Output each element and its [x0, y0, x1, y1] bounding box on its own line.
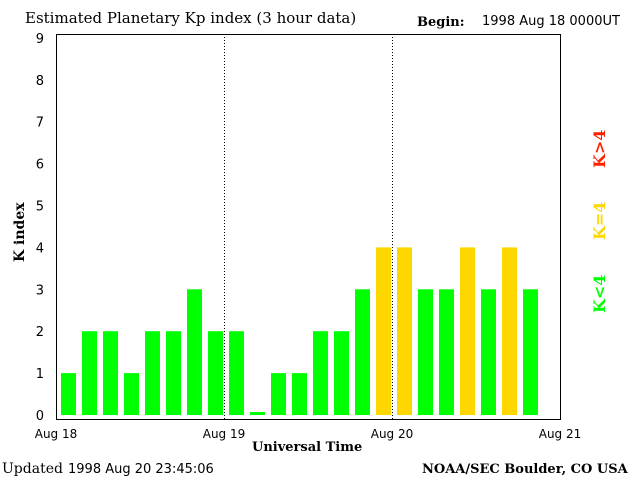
bar-2	[103, 331, 118, 415]
x-tick-label: Aug 21	[539, 427, 582, 441]
legend-k-greater-4: K>4	[590, 129, 609, 168]
bar-17	[418, 289, 433, 415]
x-tick-label: Aug 18	[35, 427, 78, 441]
bar-22	[523, 289, 538, 415]
bar-7	[208, 331, 223, 415]
y-tick-label: 4	[36, 241, 44, 256]
y-tick-label: 3	[36, 283, 44, 298]
bar-18	[439, 289, 454, 415]
updated-value: 1998 Aug 20 23:45:06	[68, 462, 214, 477]
bar-3	[124, 373, 139, 415]
bar-6	[187, 289, 202, 415]
bar-14	[355, 289, 370, 415]
bar-8	[229, 331, 244, 415]
bar-5	[166, 331, 181, 415]
source-credit: NOAA/SEC Boulder, CO USA	[422, 462, 628, 477]
bar-11	[292, 373, 307, 415]
y-axis-label: K index	[12, 202, 28, 262]
bar-0	[61, 373, 76, 415]
bar-9	[250, 412, 265, 415]
y-tick-label: 7	[36, 116, 44, 131]
y-tick-label: 6	[36, 158, 44, 173]
y-tick-label: 0	[36, 409, 44, 424]
bar-10	[271, 373, 286, 415]
y-tick-label: 1	[36, 367, 44, 382]
x-tick-label: Aug 20	[371, 427, 414, 441]
y-tick-label: 8	[36, 74, 44, 89]
bar-1	[82, 331, 97, 415]
x-tick-label: Aug 19	[203, 427, 246, 441]
bar-15	[376, 247, 391, 415]
x-axis-label: Universal Time	[252, 440, 363, 455]
legend-k-equal-4: K=4	[590, 201, 609, 240]
plot-frame	[56, 34, 561, 420]
begin-value: 1998 Aug 18 0000UT	[482, 14, 620, 29]
y-tick-label: 9	[36, 32, 44, 47]
updated-label: Updated	[2, 461, 63, 477]
bar-12	[313, 331, 328, 415]
y-tick-label: 5	[36, 200, 44, 215]
chart-title: Estimated Planetary Kp index (3 hour dat…	[25, 9, 357, 27]
bar-16	[397, 247, 412, 415]
y-tick-label: 2	[36, 325, 44, 340]
bar-13	[334, 331, 349, 415]
legend-k-less-4: K<4	[590, 274, 609, 313]
bar-20	[481, 289, 496, 415]
bar-19	[460, 247, 475, 415]
bar-21	[502, 247, 517, 415]
bar-4	[145, 331, 160, 415]
begin-label: Begin:	[417, 15, 465, 30]
